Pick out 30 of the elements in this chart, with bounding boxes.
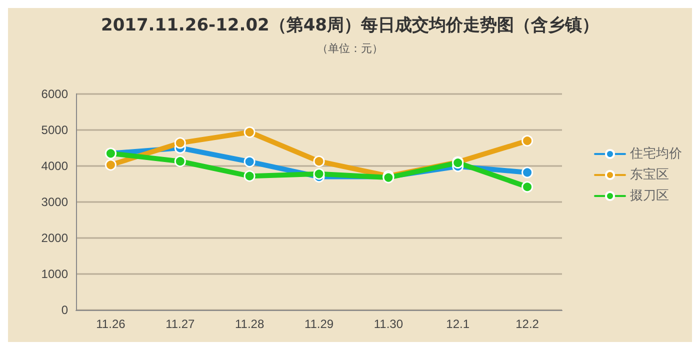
y-tick-label: 0 xyxy=(61,303,68,317)
x-tick-label: 11.27 xyxy=(166,317,196,331)
legend-label: 东宝区 xyxy=(630,166,669,182)
legend-label: 掇刀区 xyxy=(630,188,669,204)
point xyxy=(522,181,534,193)
y-tick-label: 6000 xyxy=(41,87,68,101)
y-tick-label: 4000 xyxy=(41,159,68,173)
x-tick-label: 11.30 xyxy=(374,317,404,331)
x-tick-label: 11.29 xyxy=(304,317,334,331)
point xyxy=(522,135,534,147)
point xyxy=(313,156,325,168)
point xyxy=(522,166,534,178)
x-tick-label: 12.1 xyxy=(446,317,470,331)
point xyxy=(244,126,256,138)
legend-label: 住宅均价 xyxy=(629,146,682,162)
y-tick-label: 2000 xyxy=(41,231,68,245)
point xyxy=(174,156,186,168)
x-tick-label: 11.28 xyxy=(235,317,264,331)
point xyxy=(244,170,256,182)
y-tick-label: 1000 xyxy=(41,267,68,281)
chart-title: 2017.11.26-12.02（第48周）每日成交均价走势图（含乡镇） xyxy=(100,16,600,36)
x-tick-label: 12.2 xyxy=(516,317,540,331)
chart-subtitle: （单位：元） xyxy=(317,42,383,55)
point xyxy=(174,137,186,149)
point xyxy=(244,156,256,168)
x-tick-label: 11.26 xyxy=(96,317,126,331)
y-tick-label: 5000 xyxy=(41,123,68,137)
y-tick-label: 3000 xyxy=(41,195,68,209)
point xyxy=(104,159,116,171)
point xyxy=(313,168,325,180)
